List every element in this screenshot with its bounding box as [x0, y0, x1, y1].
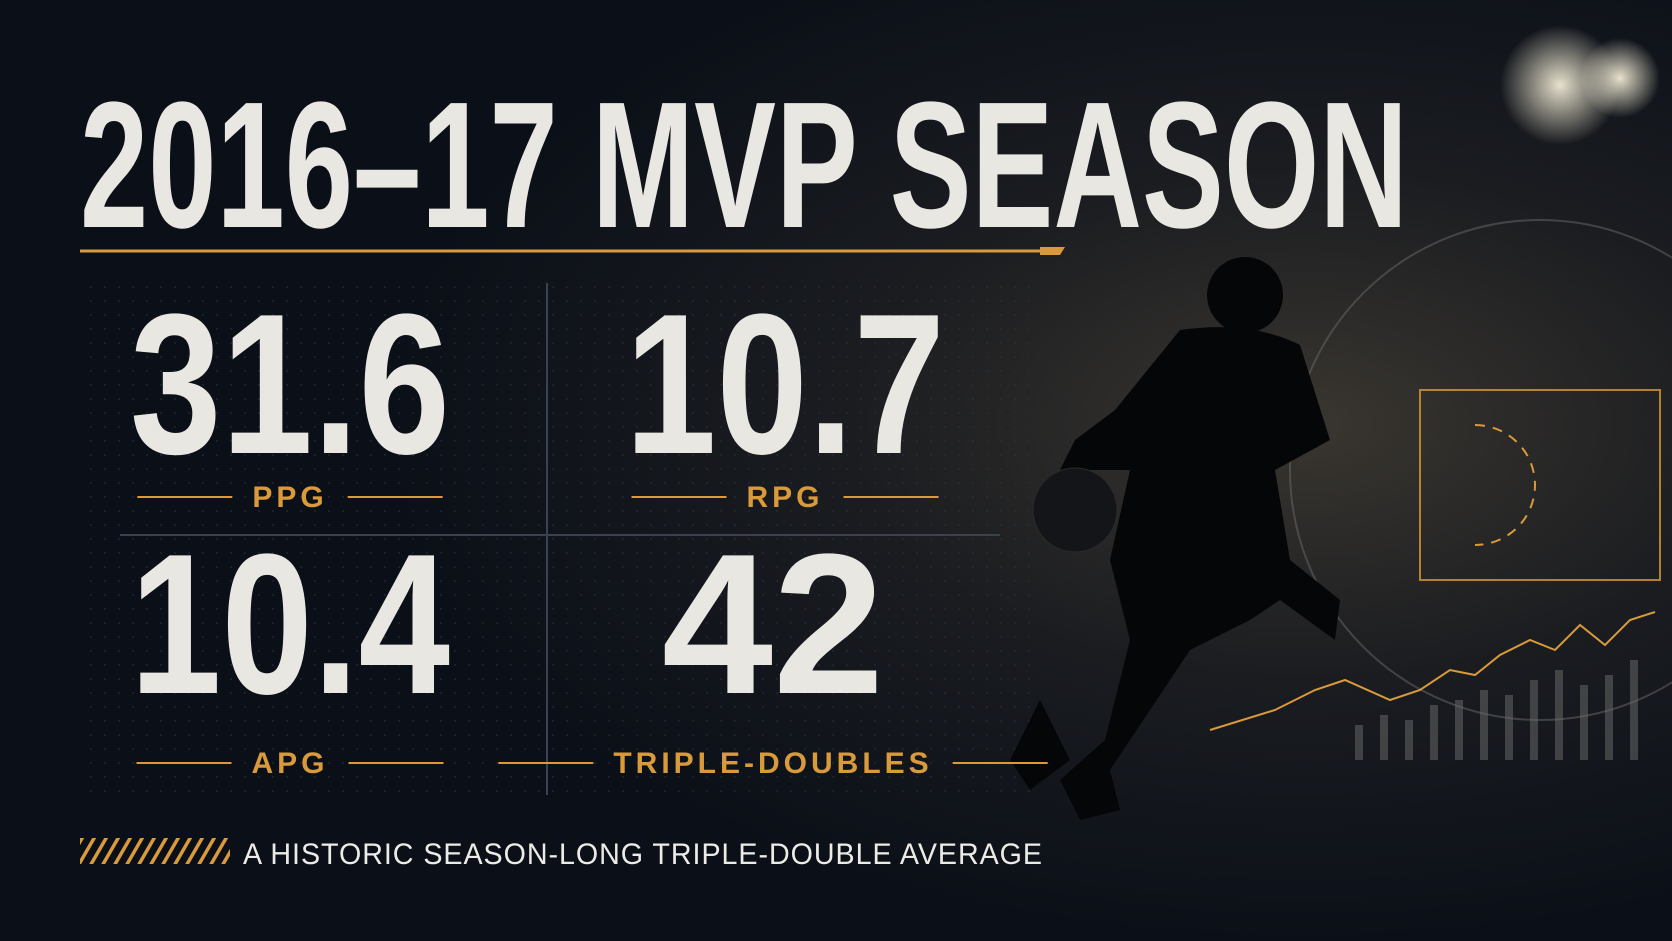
decor-line	[1209, 611, 1656, 731]
stat-label: RPG	[746, 481, 823, 514]
stripe-accent	[80, 838, 230, 864]
court-circle	[1289, 219, 1672, 721]
rule-tip	[1040, 247, 1065, 255]
stat-value: 10.7	[625, 273, 945, 496]
stat-value: 10.4	[130, 513, 450, 736]
stat-label: TRIPLE-DOUBLES	[613, 747, 932, 780]
tagline: A HISTORIC SEASON-LONG TRIPLE-DOUBLE AVE…	[243, 838, 1043, 871]
court-key	[1419, 389, 1661, 581]
dot-texture	[80, 283, 1040, 795]
stat-value: 31.6	[130, 273, 450, 496]
title: 2016–17 MVP SEASON	[80, 65, 1408, 266]
stat-value: 42	[662, 513, 884, 736]
decor-bars	[1355, 660, 1638, 760]
spotlight	[1580, 38, 1660, 118]
stat-label: PPG	[252, 481, 327, 514]
player-silhouette	[1010, 257, 1340, 820]
stat-label: APG	[251, 747, 328, 780]
court-arc	[1474, 424, 1536, 546]
